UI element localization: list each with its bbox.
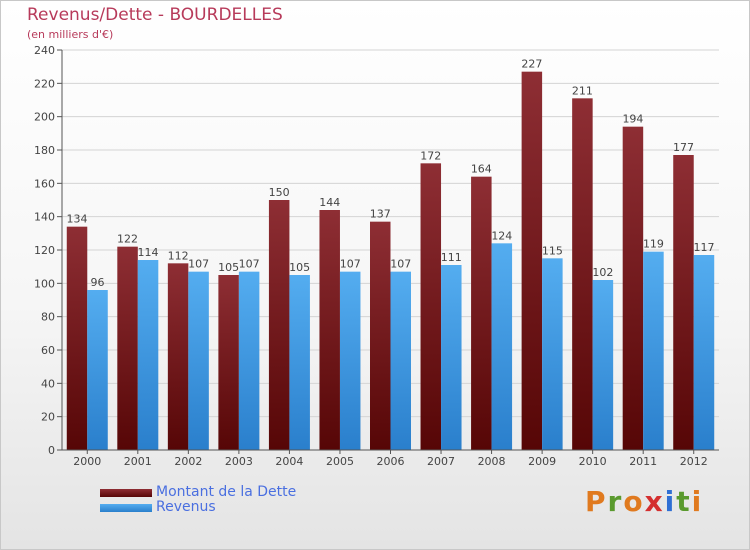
data-label-dette: 112 xyxy=(168,249,189,262)
bar-dette xyxy=(420,163,442,451)
bar-revenus xyxy=(289,275,310,450)
bar-dette xyxy=(218,275,239,450)
legend-label-revenus: Revenus xyxy=(156,499,216,515)
bar-dette xyxy=(673,155,694,450)
data-label-dette: 137 xyxy=(370,208,391,221)
data-label-dette: 164 xyxy=(471,163,492,176)
bar-dette xyxy=(572,98,593,450)
bar-dette xyxy=(117,246,138,450)
x-tick-label: 2008 xyxy=(478,455,506,468)
data-label-dette: 134 xyxy=(67,213,88,226)
data-label-revenus: 96 xyxy=(91,276,105,289)
data-label-revenus: 107 xyxy=(188,258,209,271)
y-tick-label: 100 xyxy=(34,277,55,290)
data-label-dette: 150 xyxy=(269,186,290,199)
bar-revenus xyxy=(542,258,563,450)
x-tick-label: 2009 xyxy=(528,455,556,468)
data-label-dette: 177 xyxy=(673,141,694,154)
data-label-revenus: 115 xyxy=(542,244,563,257)
bar-revenus xyxy=(441,265,462,450)
data-label-dette: 227 xyxy=(521,58,542,71)
data-label-revenus: 124 xyxy=(491,229,512,242)
logo-letter: i xyxy=(664,485,677,518)
logo-letter: x xyxy=(644,485,665,518)
bar-revenus xyxy=(137,260,159,450)
legend-swatch-revenus xyxy=(100,504,152,512)
x-tick-label: 2007 xyxy=(427,455,455,468)
bar-revenus xyxy=(87,290,108,450)
data-label-revenus: 117 xyxy=(693,241,714,254)
x-tick-label: 2006 xyxy=(377,455,405,468)
y-tick-label: 40 xyxy=(41,377,55,390)
logo-letter: r xyxy=(607,485,624,518)
data-label-revenus: 107 xyxy=(390,258,411,271)
y-tick-label: 140 xyxy=(34,211,55,224)
x-tick-label: 2011 xyxy=(629,455,657,468)
data-label-dette: 144 xyxy=(319,196,340,209)
data-label-revenus: 107 xyxy=(239,258,260,271)
bar-revenus xyxy=(390,271,411,450)
data-label-revenus: 119 xyxy=(643,238,664,251)
y-tick-label: 60 xyxy=(41,344,55,357)
y-tick-label: 160 xyxy=(34,177,55,190)
x-tick-label: 2010 xyxy=(579,455,607,468)
y-tick-label: 20 xyxy=(41,411,55,424)
x-tick-label: 2012 xyxy=(680,455,708,468)
logo-letter: o xyxy=(623,485,645,518)
proxiti-logo: Proxiti xyxy=(585,485,703,518)
bar-dette xyxy=(167,263,189,450)
data-label-dette: 194 xyxy=(622,113,643,126)
data-label-revenus: 105 xyxy=(289,261,310,274)
data-label-revenus: 114 xyxy=(138,246,159,259)
logo-letter: i xyxy=(691,485,704,518)
y-tick-label: 220 xyxy=(34,77,55,90)
logo-letter: P xyxy=(585,485,608,518)
data-label-revenus: 111 xyxy=(441,251,462,264)
y-tick-label: 0 xyxy=(48,444,55,457)
logo-letter: t xyxy=(676,485,692,518)
x-tick-label: 2001 xyxy=(124,455,152,468)
x-tick-label: 2004 xyxy=(275,455,303,468)
bar-dette xyxy=(319,210,340,450)
data-label-revenus: 107 xyxy=(340,258,361,271)
data-label-dette: 172 xyxy=(420,149,441,162)
y-tick-label: 240 xyxy=(34,44,55,57)
y-tick-label: 120 xyxy=(34,244,55,257)
bar-dette xyxy=(622,126,644,451)
data-label-dette: 105 xyxy=(218,261,239,274)
legend-swatch-dette xyxy=(100,489,152,497)
data-label-dette: 211 xyxy=(572,84,593,97)
bar-revenus xyxy=(188,271,209,450)
y-tick-label: 200 xyxy=(34,111,55,124)
data-label-revenus: 102 xyxy=(592,266,613,279)
legend-label-dette: Montant de la Dette xyxy=(156,484,297,500)
bar-dette xyxy=(370,221,391,450)
y-tick-label: 180 xyxy=(34,144,55,157)
data-label-dette: 122 xyxy=(117,233,138,246)
bar-dette xyxy=(521,71,543,451)
bar-revenus xyxy=(693,255,715,450)
bar-dette xyxy=(268,200,290,450)
bar-revenus xyxy=(339,271,361,450)
chart-title: Revenus/Dette - BOURDELLES xyxy=(27,5,283,25)
bar-revenus xyxy=(643,251,664,450)
bar-dette xyxy=(471,176,492,450)
bar-dette xyxy=(66,226,88,450)
x-tick-label: 2002 xyxy=(174,455,202,468)
y-tick-label: 80 xyxy=(41,311,55,324)
x-tick-label: 2000 xyxy=(73,455,101,468)
x-tick-label: 2003 xyxy=(225,455,253,468)
x-tick-label: 2005 xyxy=(326,455,354,468)
bar-revenus xyxy=(592,280,614,450)
bar-revenus xyxy=(238,271,260,450)
bar-revenus xyxy=(491,243,513,450)
chart-subtitle: (en milliers d'€) xyxy=(27,28,114,41)
axes: 0 20 40 60 80 100 120 140 160 180 200 220 240 2000 200… xyxy=(34,44,719,468)
